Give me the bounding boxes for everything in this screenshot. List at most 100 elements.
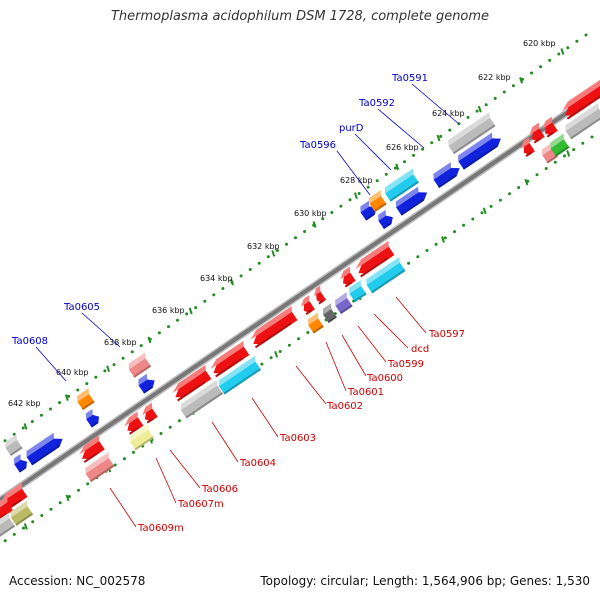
scale-label: 628 kbp — [340, 176, 373, 185]
scale-dot — [168, 425, 172, 429]
gene-orange — [307, 312, 324, 334]
scale-label: 634 kbp — [200, 274, 233, 283]
scale-dot — [375, 179, 379, 183]
scale-dot — [266, 255, 270, 259]
scale-dot — [113, 463, 117, 467]
scale-tick — [274, 350, 279, 358]
scale-dot — [462, 223, 466, 227]
scale-dot — [508, 192, 511, 196]
leader-line — [411, 83, 460, 125]
scale-dot — [475, 109, 479, 113]
gene-red — [521, 137, 535, 157]
leader-line — [336, 150, 371, 196]
scale-dot — [584, 33, 588, 37]
gene-red — [142, 402, 158, 424]
scale-dot — [416, 255, 420, 259]
gene-label[interactable]: Ta0606 — [201, 484, 238, 495]
gene-label[interactable]: Ta0591 — [391, 73, 428, 84]
scale-label: 620 kbp — [523, 39, 556, 48]
gene-yellow — [129, 423, 154, 451]
leader-line — [354, 133, 392, 171]
scale-dot — [278, 350, 282, 353]
map-title: Thermoplasma acidophilum DSM 1728, compl… — [110, 9, 490, 24]
gene-label[interactable]: Ta0592 — [358, 98, 395, 109]
scale-dot — [22, 526, 25, 530]
gene-label[interactable]: Ta0601 — [347, 387, 384, 398]
scale-dot — [285, 242, 288, 246]
gene-cyan — [349, 280, 367, 303]
scale-label: 622 kbp — [478, 73, 511, 82]
scale-tick — [524, 178, 529, 186]
gene-label[interactable]: Ta0599 — [387, 359, 424, 370]
scale-dot — [177, 419, 181, 423]
scale-dot — [563, 154, 566, 158]
scale-dot — [535, 173, 539, 177]
scale-dot — [121, 356, 125, 360]
scale-dot — [49, 407, 52, 411]
leader-line — [35, 346, 67, 382]
scale-dot — [297, 337, 301, 341]
gene-label[interactable]: Ta0603 — [279, 433, 316, 444]
scale-tick — [23, 423, 28, 430]
scale-tick — [271, 250, 276, 257]
gene-red — [301, 295, 315, 315]
gene-label[interactable]: Ta0608 — [11, 336, 48, 347]
scale-dot — [12, 532, 16, 536]
scale-dot — [275, 249, 279, 252]
scale-dot — [132, 450, 135, 454]
scale-dot — [94, 375, 98, 379]
scale-dot — [76, 388, 80, 392]
gene-label[interactable]: Ta0602 — [326, 401, 363, 412]
scale-dot — [287, 343, 291, 347]
gene-pink — [85, 452, 115, 482]
gene-label[interactable]: Ta0604 — [239, 458, 276, 469]
leader-line — [81, 312, 121, 348]
scale-tick — [188, 307, 193, 315]
scale-dot — [221, 287, 225, 290]
gene-blue — [395, 186, 428, 216]
scale-dot — [86, 482, 90, 486]
gene-red — [542, 116, 558, 138]
scale-tick — [23, 523, 28, 530]
scale-dot — [403, 160, 406, 164]
scale-tick — [353, 192, 358, 200]
scale-tick — [560, 48, 565, 55]
gene-label[interactable]: purD — [339, 123, 364, 134]
gene-red — [0, 496, 14, 522]
gene-label[interactable]: Ta0596 — [299, 140, 336, 151]
scale-dot — [566, 46, 570, 50]
gene-red — [355, 240, 395, 278]
gene-label[interactable]: Ta0597 — [428, 329, 465, 340]
scale-label: 626 kbp — [386, 143, 419, 152]
gene-label[interactable]: Ta0607m — [177, 499, 224, 510]
gene-label[interactable]: Ta0605 — [63, 302, 100, 313]
gene-red — [124, 411, 144, 435]
scale-dot — [58, 501, 62, 505]
gene-label[interactable]: Ta0609m — [137, 523, 184, 534]
scale-dot — [194, 306, 198, 310]
scale-dot — [30, 420, 34, 424]
gene-orange — [369, 190, 387, 213]
leader-line — [169, 449, 201, 489]
scale-dot — [85, 382, 89, 386]
scale-dot — [421, 147, 425, 151]
scale-dot — [12, 432, 16, 436]
leader-line — [295, 365, 327, 405]
scale-dot — [448, 128, 452, 132]
gene-red — [562, 78, 600, 120]
upper-scale-track — [3, 33, 588, 443]
scale-dot — [157, 331, 161, 335]
scale-dot — [306, 331, 310, 334]
gene-label[interactable]: Ta0600 — [366, 373, 403, 384]
scale-tick — [566, 150, 571, 157]
scale-dot — [502, 90, 506, 94]
scale-dot — [49, 507, 53, 511]
scale-dot — [130, 350, 134, 354]
gene-pink — [128, 352, 152, 378]
scale-dot — [366, 185, 370, 189]
gene-red — [250, 306, 298, 349]
scale-dot — [330, 211, 334, 214]
scale-dot — [77, 488, 80, 492]
gene-label[interactable]: dcd — [411, 344, 429, 355]
scale-dot — [393, 166, 397, 170]
